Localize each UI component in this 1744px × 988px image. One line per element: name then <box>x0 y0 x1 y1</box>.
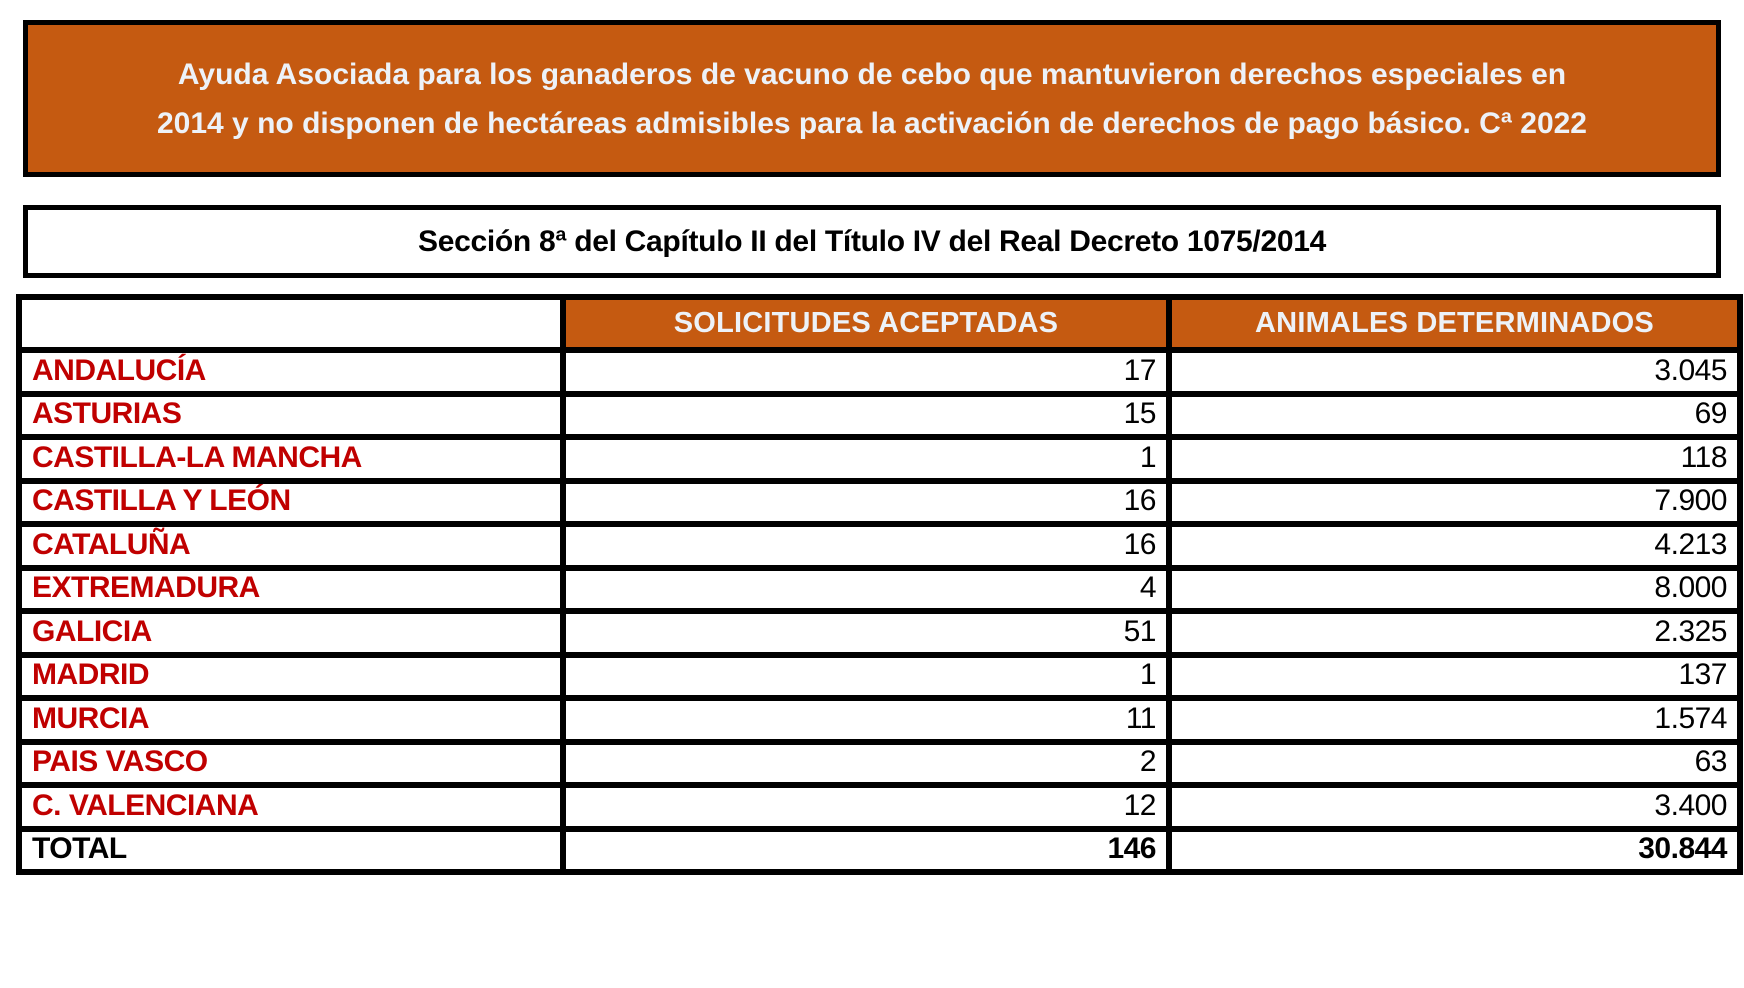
title-banner: Ayuda Asociada para los ganaderos de vac… <box>23 20 1721 177</box>
table-row: CASTILLA-LA MANCHA 1 118 <box>16 434 1743 484</box>
animales-value: 118 <box>1166 434 1743 484</box>
region-label: MURCIA <box>16 695 566 745</box>
animales-value: 69 <box>1166 390 1743 440</box>
solicitudes-value: 17 <box>560 347 1172 397</box>
animales-value: 8.000 <box>1166 564 1743 614</box>
region-label: GALICIA <box>16 608 566 658</box>
solicitudes-value: 16 <box>560 477 1172 527</box>
corner-cell <box>16 294 566 353</box>
total-row: TOTAL 146 30.844 <box>16 825 1743 875</box>
total-label: TOTAL <box>16 825 566 875</box>
region-label: CASTILLA-LA MANCHA <box>16 434 566 484</box>
solicitudes-value: 12 <box>560 782 1172 832</box>
animales-value: 1.574 <box>1166 695 1743 745</box>
data-table: SOLICITUDES ACEPTADAS ANIMALES DETERMINA… <box>16 294 1743 875</box>
table-row: ANDALUCÍA 17 3.045 <box>16 347 1743 397</box>
solicitudes-value: 4 <box>560 564 1172 614</box>
region-label: CASTILLA Y LEÓN <box>16 477 566 527</box>
total-animales-value: 30.844 <box>1166 825 1743 875</box>
table-row: ASTURIAS 15 69 <box>16 390 1743 440</box>
subtitle-text: Sección 8ª del Capítulo II del Título IV… <box>418 224 1326 258</box>
solicitudes-value: 1 <box>560 434 1172 484</box>
region-label: ANDALUCÍA <box>16 347 566 397</box>
header-row: SOLICITUDES ACEPTADAS ANIMALES DETERMINA… <box>16 294 1743 353</box>
table-row: EXTREMADURA 4 8.000 <box>16 564 1743 614</box>
column-header-animales: ANIMALES DETERMINADOS <box>1166 294 1743 353</box>
banner-title: Ayuda Asociada para los ganaderos de vac… <box>156 57 1587 140</box>
table-body: ANDALUCÍA 17 3.045 ASTURIAS 15 69 CASTIL… <box>16 347 1743 832</box>
animales-value: 2.325 <box>1166 608 1743 658</box>
region-label: EXTREMADURA <box>16 564 566 614</box>
animales-value: 137 <box>1166 651 1743 701</box>
animales-value: 3.045 <box>1166 347 1743 397</box>
solicitudes-value: 15 <box>560 390 1172 440</box>
region-label: MADRID <box>16 651 566 701</box>
solicitudes-value: 16 <box>560 521 1172 571</box>
animales-value: 3.400 <box>1166 782 1743 832</box>
table-row: PAIS VASCO 2 63 <box>16 738 1743 788</box>
solicitudes-value: 2 <box>560 738 1172 788</box>
region-label: C. VALENCIANA <box>16 782 566 832</box>
table-row: CASTILLA Y LEÓN 16 7.900 <box>16 477 1743 527</box>
subtitle-box: Sección 8ª del Capítulo II del Título IV… <box>23 205 1721 278</box>
table-row: GALICIA 51 2.325 <box>16 608 1743 658</box>
table-row: MADRID 1 137 <box>16 651 1743 701</box>
column-header-solicitudes: SOLICITUDES ACEPTADAS <box>560 294 1172 353</box>
table-row: CATALUÑA 16 4.213 <box>16 521 1743 571</box>
table-row: C. VALENCIANA 12 3.400 <box>16 782 1743 832</box>
total-solicitudes-value: 146 <box>560 825 1172 875</box>
region-label: CATALUÑA <box>16 521 566 571</box>
solicitudes-value: 51 <box>560 608 1172 658</box>
solicitudes-value: 1 <box>560 651 1172 701</box>
region-label: ASTURIAS <box>16 390 566 440</box>
animales-value: 63 <box>1166 738 1743 788</box>
region-label: PAIS VASCO <box>16 738 566 788</box>
animales-value: 4.213 <box>1166 521 1743 571</box>
solicitudes-value: 11 <box>560 695 1172 745</box>
animales-value: 7.900 <box>1166 477 1743 527</box>
table-row: MURCIA 11 1.574 <box>16 695 1743 745</box>
